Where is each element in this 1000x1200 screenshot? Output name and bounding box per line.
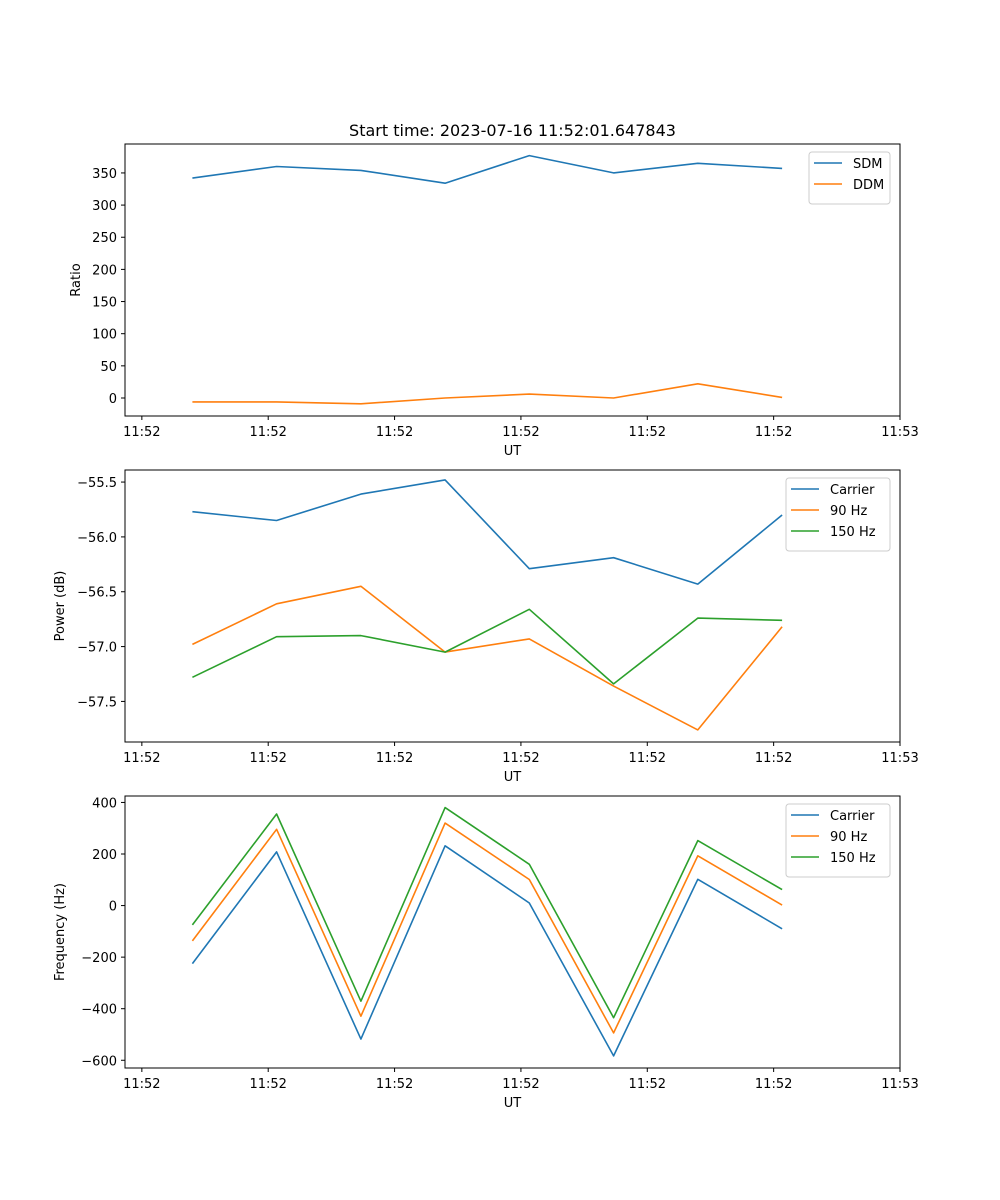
y-axis-label: Ratio	[69, 263, 84, 296]
axes-frame	[124, 469, 901, 743]
legend-box	[808, 151, 891, 205]
y-tick-label: −56.0	[77, 531, 117, 546]
chart-title: Start time: 2023-07-16 11:52:01.647843	[349, 121, 676, 140]
y-tick-label: −55.5	[77, 476, 117, 491]
axes-1: Start time: 2023-07-16 11:52:01.647843 11…	[69, 121, 919, 459]
legend-box	[785, 803, 891, 878]
legend-label: DDM	[853, 178, 884, 193]
y-tick-label: −57.5	[77, 695, 117, 710]
y-tick-label: 200	[92, 848, 117, 863]
x-tick-label: 11:52	[249, 425, 286, 440]
y-tick-label: 50	[100, 360, 117, 375]
x-tick-label: 11:52	[629, 1077, 666, 1092]
x-tick-label: 11:53	[881, 751, 918, 766]
y-tick-label: 100	[92, 328, 117, 343]
axes-2: 11:52 11:52 11:52 11:52 11:52 11:52 11:53 −55.5…	[53, 469, 919, 785]
y-tick-label: 0	[109, 392, 117, 407]
y-axis-label: Frequency (Hz)	[53, 883, 68, 981]
y-tick-label: −57.0	[77, 641, 117, 656]
x-tick-label: 11:52	[502, 751, 539, 766]
x-axis-label: UT	[504, 444, 522, 459]
x-tick-label: 11:52	[249, 751, 286, 766]
y-tick-label: 250	[92, 231, 117, 246]
series-line-carrier	[191, 844, 783, 1057]
legend-label: 90 Hz	[830, 504, 867, 519]
x-tick-label: 11:52	[123, 425, 160, 440]
axes-frame	[124, 143, 901, 417]
series-line-ddm	[192, 382, 783, 405]
x-axis-label: UT	[504, 1096, 522, 1111]
y-tick-label: −200	[81, 951, 117, 966]
series-line-150-hz	[192, 608, 783, 685]
y-tick-label: 400	[92, 796, 117, 811]
x-tick-label: 11:52	[376, 751, 413, 766]
x-axis-label: UT	[504, 770, 522, 785]
y-axis-label: Power (dB)	[53, 571, 68, 642]
x-tick-label: 11:52	[502, 1077, 539, 1092]
x-tick-label: 11:53	[881, 425, 918, 440]
y-tick-label: 300	[92, 199, 117, 214]
x-tick-label: 11:52	[629, 751, 666, 766]
y-tick-label: −600	[81, 1054, 117, 1069]
x-tick-label: 11:52	[123, 1077, 160, 1092]
series-line-150-hz	[191, 806, 783, 1019]
legend-label: Carrier	[830, 809, 875, 824]
series-line-90-hz	[191, 822, 783, 1034]
legend-label: 150 Hz	[830, 851, 876, 866]
x-tick-label: 11:52	[755, 1077, 792, 1092]
legend-label: 150 Hz	[830, 525, 876, 540]
x-tick-label: 11:52	[249, 1077, 286, 1092]
axes-3: 11:52 11:52 11:52 11:52 11:52 11:52 11:53 400 20…	[53, 795, 919, 1111]
x-tick-label: 11:53	[881, 1077, 918, 1092]
legend: SDM DDM	[808, 151, 891, 205]
legend-label: 90 Hz	[830, 830, 867, 845]
legend-box	[785, 477, 891, 552]
series-line-90-hz	[192, 585, 783, 731]
x-tick-label: 11:52	[755, 751, 792, 766]
legend-label: Carrier	[830, 483, 875, 498]
legend-label: SDM	[853, 157, 882, 172]
y-tick-label: 0	[109, 900, 117, 915]
y-tick-label: −400	[81, 1003, 117, 1018]
y-tick-label: 200	[92, 263, 117, 278]
y-tick-label: 350	[92, 167, 117, 182]
series-line-carrier	[192, 479, 783, 585]
plot-area	[125, 796, 900, 1068]
x-tick-label: 11:52	[629, 425, 666, 440]
plot-area	[125, 144, 900, 416]
x-tick-label: 11:52	[376, 425, 413, 440]
x-tick-label: 11:52	[123, 751, 160, 766]
x-tick-label: 11:52	[376, 1077, 413, 1092]
legend: Carrier 90 Hz 150 Hz	[785, 477, 891, 552]
legend: Carrier 90 Hz 150 Hz	[785, 803, 891, 878]
x-tick-label: 11:52	[755, 425, 792, 440]
axes-frame	[124, 795, 901, 1069]
plot-area	[125, 470, 900, 742]
y-tick-label: −56.5	[77, 586, 117, 601]
x-tick-label: 11:52	[502, 425, 539, 440]
y-tick-label: 150	[92, 296, 117, 311]
series-line-sdm	[192, 154, 783, 184]
